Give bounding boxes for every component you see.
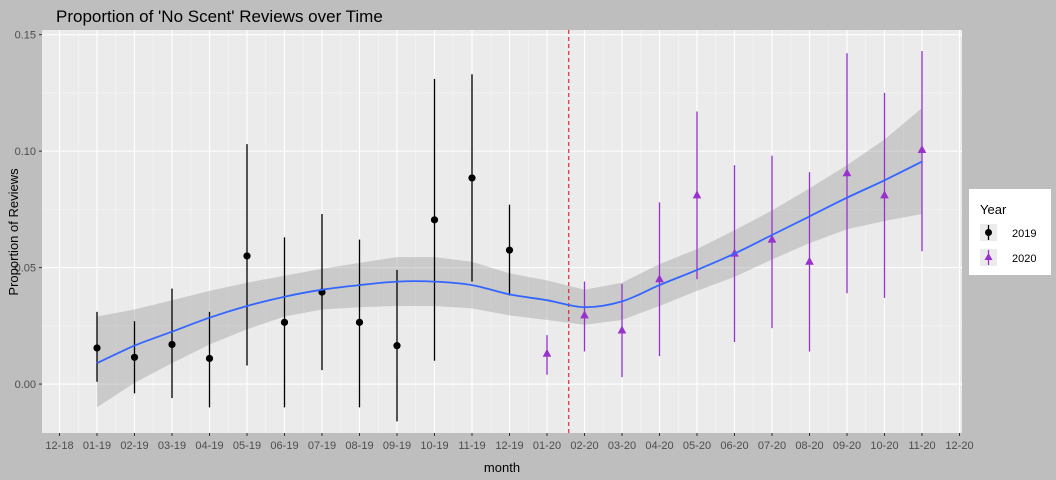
grid-minor [42, 30, 962, 433]
x-tick-label: 08-20 [795, 440, 823, 452]
point-2020 [917, 144, 927, 153]
point-2019 [393, 342, 401, 350]
chart-title: Proportion of 'No Scent' Reviews over Ti… [56, 7, 383, 26]
x-tick-label: 06-19 [270, 440, 298, 452]
point-2019 [168, 340, 176, 349]
x-tick-label: 05-19 [233, 440, 261, 452]
point-2020 [767, 234, 777, 243]
point-2019 [205, 354, 214, 363]
point-2020 [842, 168, 852, 177]
point-2019 [355, 318, 364, 326]
point-2019 [243, 252, 251, 260]
x-tick-label: 07-19 [308, 440, 336, 452]
legend: Year 2019 2020 [969, 189, 1051, 275]
x-tick-label: 09-20 [833, 440, 861, 452]
point-2020 [880, 190, 889, 199]
x-tick-label: 09-19 [383, 440, 411, 452]
x-tick-label: 03-19 [158, 440, 186, 452]
y-tick-label: 0.05 [15, 263, 36, 275]
point-2019 [130, 353, 139, 361]
y-axis-title: Proportion of Reviews [6, 168, 21, 296]
point-2020 [542, 348, 552, 357]
x-axis: 12-18 01-19 02-19 03-19 04-19 05-19 06-19 07-19… [45, 433, 974, 452]
point-2019 [280, 318, 289, 326]
plot-panel [42, 30, 962, 433]
x-tick-label: 05-20 [683, 440, 711, 452]
x-tick-label: 06-20 [720, 440, 748, 452]
point-2020 [805, 256, 814, 265]
x-tick-label: 04-19 [195, 440, 223, 452]
x-tick-label: 12-19 [495, 440, 523, 452]
x-tick-label: 03-20 [608, 440, 636, 452]
point-2020 [692, 190, 702, 199]
x-tick-label: 10-20 [870, 440, 898, 452]
smooth-confidence-band [97, 108, 922, 408]
x-tick-label: 11-20 [908, 440, 935, 452]
point-2020 [580, 310, 589, 319]
x-tick-label: 02-20 [570, 440, 598, 452]
y-tick-label: 0.10 [15, 146, 36, 158]
x-tick-label: 01-20 [533, 440, 561, 452]
point-2019 [468, 174, 476, 182]
smooth-line-layer [96, 160, 923, 364]
x-tick-label: 01-19 [83, 440, 111, 452]
legend-key-marker-2019 [985, 229, 992, 236]
y-tick-label: 0.00 [15, 379, 36, 391]
x-tick-label: 12-18 [45, 440, 73, 452]
x-tick-label: 04-20 [645, 440, 673, 452]
x-tick-label: 02-19 [120, 440, 148, 452]
legend-label-2020: 2020 [1012, 253, 1036, 265]
x-tick-label: 11-19 [458, 440, 485, 452]
x-tick-label: 12-20 [945, 440, 973, 452]
smooth-band-layer [97, 108, 922, 408]
legend-label-2019: 2019 [1012, 228, 1036, 240]
point-2020 [655, 274, 664, 283]
x-axis-title: month [484, 460, 520, 475]
y-axis: 0.00 0.05 0.10 0.15 [15, 30, 42, 391]
point-2019 [93, 344, 101, 352]
legend-title: Year [980, 202, 1007, 217]
x-tick-label: 10-19 [420, 440, 448, 452]
point-2020 [617, 325, 627, 334]
point-2019 [505, 246, 514, 254]
series-layer [93, 50, 927, 422]
x-tick-label: 08-19 [345, 440, 373, 452]
legend-key-marker-2020 [984, 253, 993, 260]
y-tick-label: 0.15 [15, 30, 36, 42]
x-tick-label: 07-20 [758, 440, 786, 452]
point-2019 [430, 216, 439, 224]
smooth-line [96, 160, 923, 364]
